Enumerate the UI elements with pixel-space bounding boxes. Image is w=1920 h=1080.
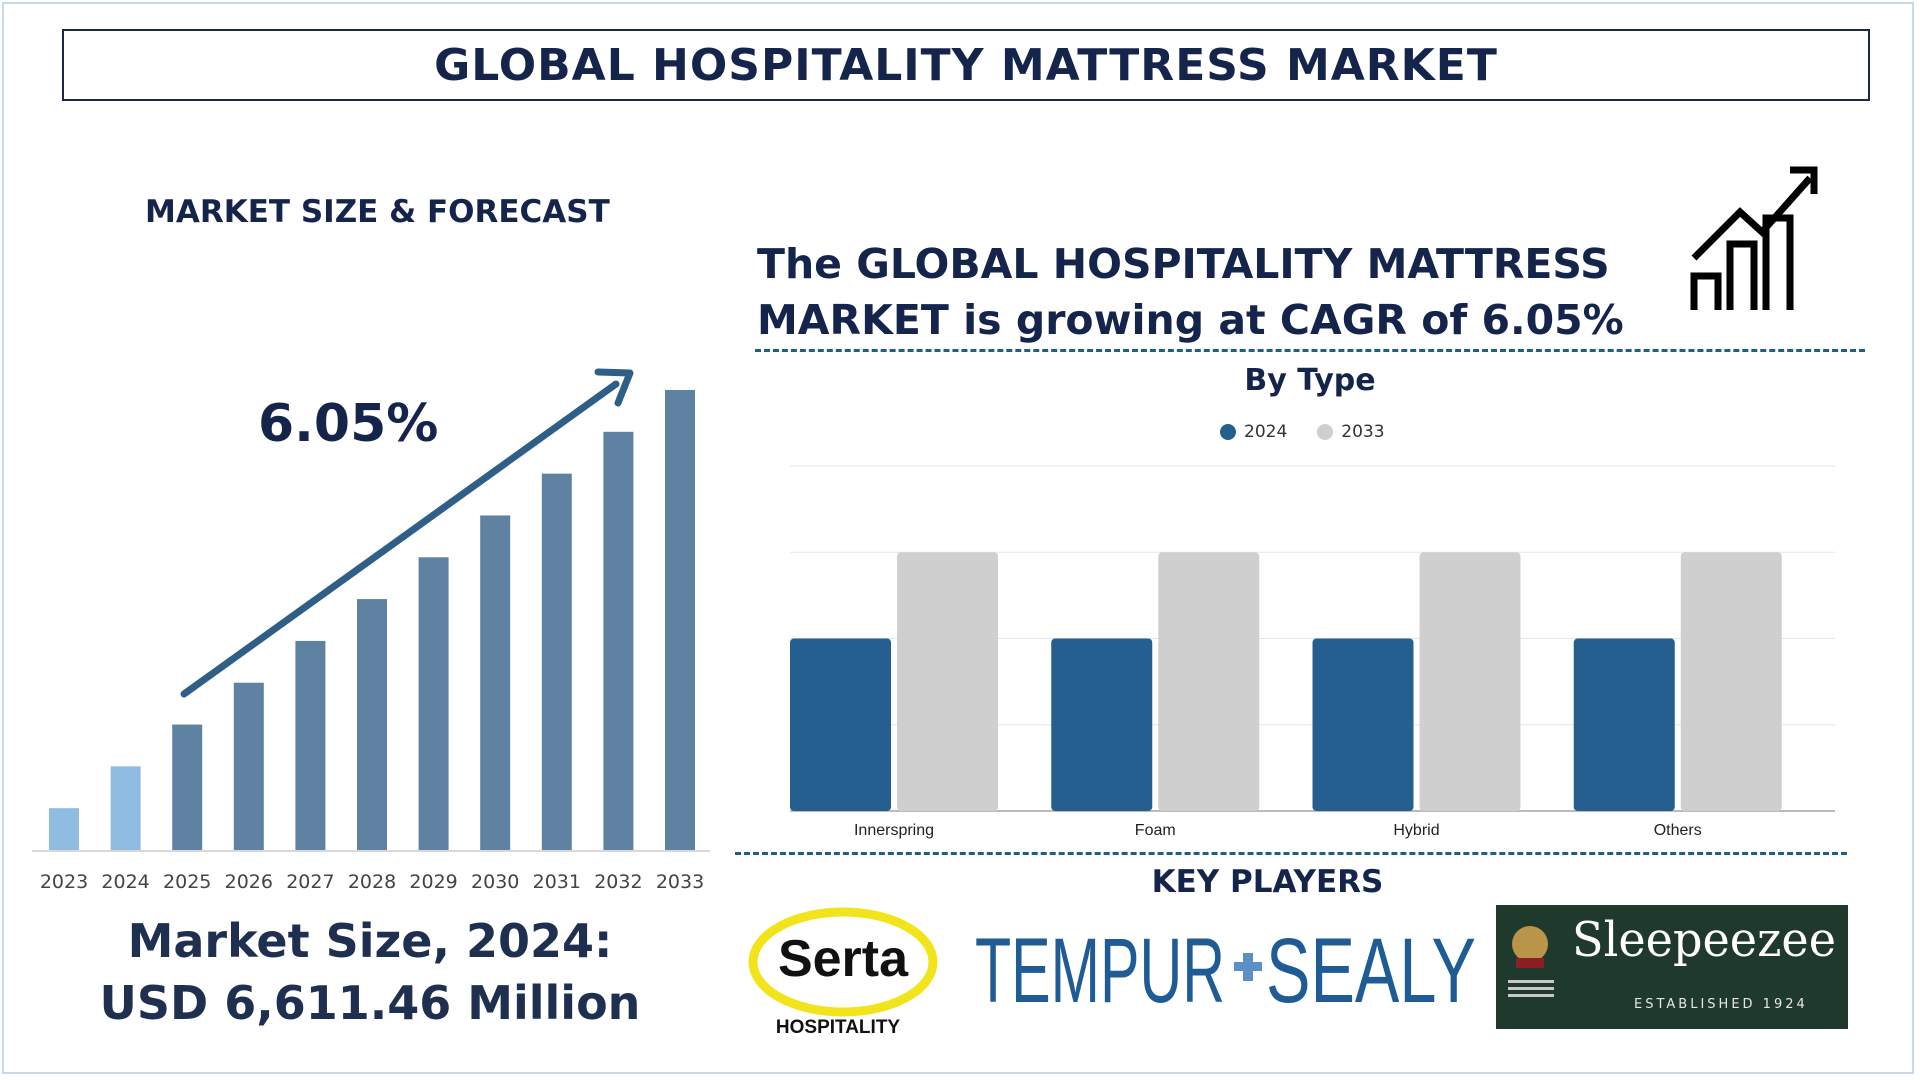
forecast-bar-2025 [172, 724, 203, 850]
serta-name: Serta [778, 930, 909, 988]
type-tick-foam: Foam [1135, 822, 1176, 839]
forecast-bar-2027 [295, 640, 326, 850]
market-size-line-2: USD 6,611.46 Million [99, 976, 641, 1030]
title-box: GLOBAL HOSPITALITY MATTRESS MARKET [62, 29, 1870, 101]
forecast-tick-2029: 2029 [409, 871, 457, 893]
sleepeezee-logo: Sleepeezee ESTABLISHED 1924 [1496, 905, 1848, 1029]
type-bar-hybrid-2024 [1312, 638, 1414, 811]
plus-icon-v [1243, 953, 1253, 981]
sleepeezee-name: Sleepeezee [1572, 912, 1836, 968]
cagr-annotation: 6.05% [258, 394, 439, 454]
type-bar-others-2024 [1573, 638, 1675, 811]
forecast-tick-2027: 2027 [286, 871, 334, 893]
forecast-tick-2024: 2024 [101, 871, 149, 893]
divider-bottom [735, 852, 1847, 855]
forecast-bar-2030 [480, 515, 511, 850]
forecast-tick-2026: 2026 [225, 871, 273, 893]
market-size-forecast-heading: MARKET SIZE & FORECAST [145, 194, 610, 230]
legend-swatch-2024 [1220, 424, 1236, 440]
forecast-bar-2026 [233, 682, 264, 850]
sleepeezee-est: ESTABLISHED 1924 [1634, 997, 1808, 1012]
growth-arrow-line [180, 380, 620, 698]
forecast-tick-2028: 2028 [348, 871, 396, 893]
forecast-bar-2023 [49, 808, 79, 850]
forecast-tick-2030: 2030 [471, 871, 519, 893]
page-title: GLOBAL HOSPITALITY MATTRESS MARKET [434, 39, 1498, 91]
type-bar-foam-2033 [1158, 552, 1260, 811]
serta-hospitality-logo: Serta HOSPITALITY [748, 907, 938, 1038]
forecast-tick-2023: 2023 [40, 871, 88, 893]
legend-swatch-2033 [1317, 424, 1334, 440]
forecast-tick-2033: 2033 [656, 871, 704, 893]
forecast-bar-2032 [603, 431, 634, 850]
sealy-text: SEALY [1266, 920, 1476, 1022]
type-bar-foam-2024 [1051, 638, 1153, 811]
market-size-text: Market Size, 2024: USD 6,611.46 Million [60, 910, 680, 1034]
type-bar-innerspring-2033 [897, 552, 998, 811]
forecast-bar-2024 [110, 766, 141, 850]
cagr-headline: The GLOBAL HOSPITALITY MATTRESS MARKET i… [757, 236, 1657, 348]
market-size-line-1: Market Size, 2024: [127, 914, 613, 968]
growth-chart-icon [1690, 166, 1818, 310]
forecast-bars: 2023 2024 2025 2026 2027 2028 2029 2030 2031 2032… [40, 390, 704, 893]
serta-sub: HOSPITALITY [776, 1017, 901, 1038]
type-bar-innerspring-2024 [790, 638, 891, 811]
royal-crest-icon [1508, 926, 1554, 997]
legend-label-2024: 2024 [1244, 422, 1288, 442]
type-bar-others-2033 [1680, 552, 1782, 811]
type-chart: Innerspring Foam Hybrid Others [790, 465, 1835, 839]
forecast-tick-2032: 2032 [594, 871, 642, 893]
forecast-bar-2028 [357, 599, 387, 850]
type-bar-hybrid-2033 [1419, 552, 1521, 811]
type-tick-hybrid: Hybrid [1393, 822, 1439, 839]
tempur-text: TEMPUR [975, 920, 1225, 1022]
tempur-sealy-logo: TEMPUR SEALY [975, 920, 1476, 1022]
headline-line-1: The GLOBAL HOSPITALITY MATTRESS [757, 240, 1610, 288]
chart-legend: 2024 2033 [1220, 422, 1385, 442]
forecast-bar-2033 [665, 390, 695, 850]
forecast-tick-2031: 2031 [533, 871, 581, 893]
legend-item-2033: 2033 [1317, 422, 1385, 442]
divider-top [755, 349, 1865, 352]
key-players-heading: KEY PLAYERS [1151, 864, 1384, 900]
headline-line-2: MARKET is growing at CAGR of 6.05% [757, 296, 1624, 344]
type-tick-innerspring: Innerspring [854, 822, 934, 839]
legend-label-2033: 2033 [1341, 422, 1385, 442]
type-tick-others: Others [1654, 822, 1702, 839]
growth-arrow-head [594, 368, 634, 407]
legend-item-2024: 2024 [1220, 422, 1287, 442]
forecast-tick-2025: 2025 [163, 871, 211, 893]
forecast-bar-2029 [418, 557, 449, 850]
by-type-heading: By Type [1244, 363, 1376, 398]
forecast-bar-2031 [541, 473, 572, 850]
